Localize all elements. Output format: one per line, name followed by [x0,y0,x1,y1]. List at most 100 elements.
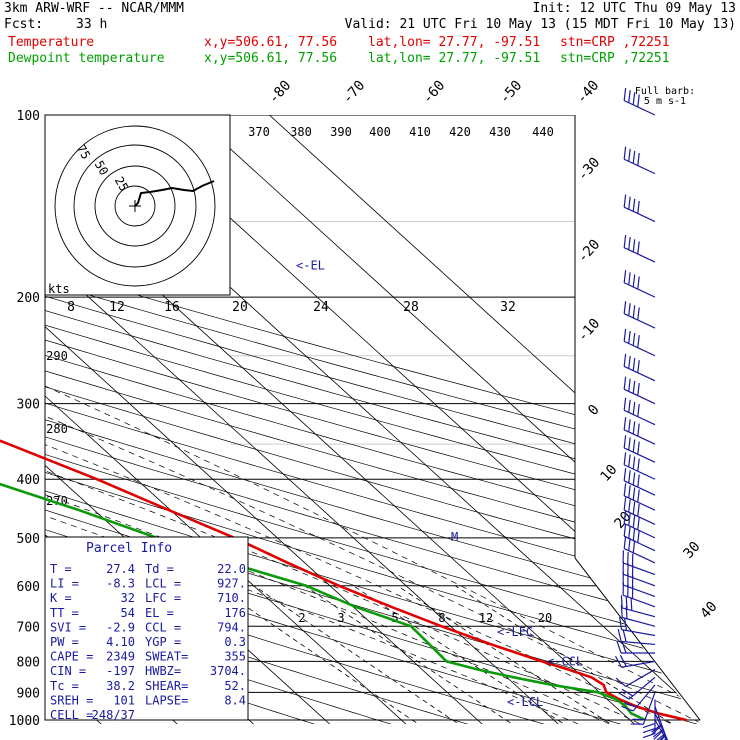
isotherm-line [0,115,35,733]
wind-barb-flag [623,452,627,465]
wind-barb-flag [623,376,627,390]
wind-barb-flag [623,146,627,160]
parcel-info-value: 0.3 [224,635,246,649]
wind-barb-flag [623,468,627,481]
isotherm-line [192,115,700,724]
wind-barb [623,301,656,329]
wind-barb [623,510,656,539]
wind-barb-flag [637,423,640,437]
wind-barb-flag [628,499,631,513]
wind-barb-flag [628,512,631,526]
wind-barb-flag [632,239,636,252]
parcel-info-box [44,536,249,721]
isotherm-label: -50 [497,78,526,108]
hodograph-trace [134,180,215,207]
wind-barb [623,397,656,426]
wind-barb-flag [617,629,622,642]
wind-barb [630,692,656,725]
wind-barb-flag [632,305,636,318]
wind-barb-flag [637,382,640,396]
hodograph-speed-label: 28 [403,300,419,315]
wind-barb-flag [632,421,636,435]
dry-adiabat [45,115,700,724]
wind-barb [623,452,656,480]
wind-barb-flag [623,497,627,511]
wind-barb-flag [632,274,636,288]
hodograph-speed-label: 12 [109,300,125,315]
theta-label: 380 [290,125,312,139]
wind-barb-flag [632,92,636,105]
wind-barb-staff [623,282,656,298]
plot-frame-diagonal [574,557,701,721]
wind-barb-flag [624,701,637,708]
parcel-info-value: 52. [224,679,246,693]
wind-barb-flag [617,692,630,700]
legend-temperature-station: stn=CRP ,72251 [560,35,670,50]
wind-barb-flag [637,241,640,255]
parcel-info-key: Tc = [50,679,79,693]
theta-side-label: 280 [46,422,68,436]
hodograph-ring [94,165,176,247]
wind-barb-flag [614,655,623,668]
barb-legend-title: Full barb: [635,86,695,97]
legend-temperature-name: Temperature [8,35,95,50]
wind-barb-flag [632,401,636,415]
parcel-info-value: 22.0 [217,562,246,576]
parcel-info-key: Td = [145,562,174,576]
legend-temperature-latlon: lat,lon= 27.77, -97.51 [368,35,541,50]
wind-barb [615,668,656,687]
legend-dewpoint-station: stn=CRP ,72251 [560,51,670,66]
wind-barb-flag [628,90,631,103]
wind-barb [623,417,656,445]
wind-barb-staff [622,562,656,576]
wind-barb-flag [632,380,636,394]
wind-barb-staff [621,640,656,646]
wind-barb-flag [628,538,631,551]
parcel-info-key: CIN = [50,664,86,678]
wind-barb-flag [619,617,623,630]
hodograph-unit-label: kts [48,282,70,296]
wind-barb-staff [623,247,656,263]
wind-barb-staff [621,629,656,637]
hodograph-box [44,114,231,296]
wind-barb-flag [632,487,636,501]
wind-barb [642,699,656,739]
wind-barb-staff [623,522,656,539]
wind-barb [617,629,656,646]
model-title: 3km ARW-WRF -- NCAR/MMM [4,1,185,16]
wind-barb-flag [628,399,631,413]
parcel-info-key: YGP = [145,635,181,649]
wind-barb-flag [623,417,627,430]
wind-barb-staff [623,535,656,552]
wind-barb [623,270,656,298]
wind-barb-staff [622,616,656,627]
wind-barb-flag [660,736,665,740]
wind-barb-flag [637,530,640,543]
hodograph-speed-label: 16 [164,300,180,315]
pressure-tick-label: 500 [17,532,40,547]
wind-barb-flag [637,94,640,108]
hodograph-ring-label: 50 [92,158,111,178]
wind-barb-staff [623,100,656,116]
dry-adiabat [45,115,700,724]
dry-adiabat [45,115,497,724]
mixing-ratio-line [353,585,578,724]
theta-label: 440 [532,125,554,139]
wind-barb-staff [622,607,656,618]
hodograph-speed-label: 32 [500,300,516,315]
wind-barb-staff [623,206,656,223]
parcel-info-value: 8.4 [224,693,246,707]
wind-barb-flag [623,328,627,342]
isotherm-label: -80 [266,78,295,108]
hodograph-speed-label: 8 [67,300,75,315]
wind-barb-flag [628,355,631,369]
pressure-tick-label: 200 [17,291,40,306]
wind-barb [651,706,668,740]
parcel-info-key: PW = [50,635,79,649]
parcel-info-value: 176 [224,606,246,620]
wind-barb-flag [632,515,636,528]
parcel-info-key: CAPE = [50,650,93,664]
parcel-info-value: 32 [121,591,135,605]
parcel-info-value: -197 [106,664,135,678]
wind-barb [623,353,656,382]
